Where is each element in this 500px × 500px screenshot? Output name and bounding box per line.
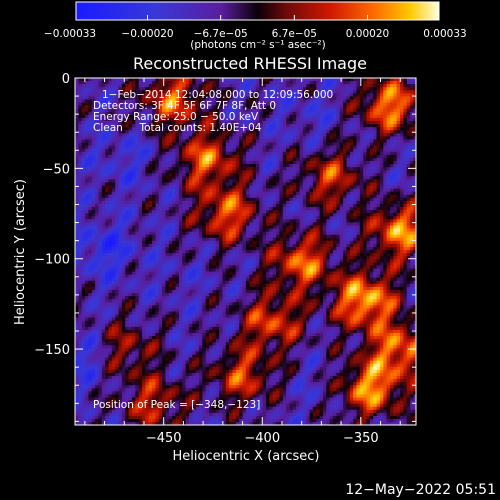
peak-position-label: Position of Peak = [−348,−123] bbox=[93, 399, 260, 411]
chart-title: Reconstructed RHESSI Image bbox=[133, 54, 367, 73]
annotation-block: 1−Feb−2014 12:04:08.000 to 12:09:56.000 … bbox=[93, 89, 333, 134]
y-tick-label: 0 bbox=[62, 72, 70, 87]
plot-frame bbox=[74, 77, 417, 426]
y-tick-label: −50 bbox=[43, 162, 70, 177]
colorbar-ticks: −0.00033 −0.00020 −6.7e−05 6.7e−05 0.00020 0.… bbox=[44, 15, 467, 40]
y-tick-label: −150 bbox=[34, 343, 70, 358]
colorbar-tick-label: 0.00020 bbox=[346, 28, 389, 40]
x-axis: −450 −400 −350 bbox=[84, 78, 401, 446]
heatmap-pixels bbox=[75, 78, 416, 425]
x-tick-label: −350 bbox=[343, 431, 379, 446]
annotation-detectors: Detectors: 3F 4F 5F 6F 7F 8F, Att 0 bbox=[93, 100, 276, 112]
generation-date: 12−May−2022 05:51 bbox=[345, 482, 496, 498]
colorbar-tick-label: 0.00033 bbox=[423, 28, 466, 40]
annotation-time-range: 1−Feb−2014 12:04:08.000 to 12:09:56.000 bbox=[102, 89, 333, 101]
colorbar bbox=[75, 1, 440, 21]
y-axis: 0 −50 −100 −150 bbox=[34, 72, 416, 422]
colorbar-unit-label: (photons cm⁻² s⁻¹ asec⁻²) bbox=[190, 39, 325, 51]
annotation-energy-range: Energy Range: 25.0 − 50.0 keV bbox=[93, 111, 259, 123]
annotation-total-counts: Clean Total counts: 1.40E+04 bbox=[93, 122, 262, 134]
colorbar-tick-label: −0.00020 bbox=[121, 28, 173, 40]
y-axis-label: Heliocentric Y (arcsec) bbox=[13, 179, 28, 325]
colorbar-tick-label: −6.7e−05 bbox=[194, 28, 248, 40]
y-tick-label: −100 bbox=[34, 253, 70, 268]
x-axis-label: Heliocentric X (arcsec) bbox=[173, 449, 320, 464]
x-tick-label: −400 bbox=[244, 431, 280, 446]
colorbar-tick-label: −0.00033 bbox=[44, 28, 96, 40]
x-tick-label: −450 bbox=[146, 431, 182, 446]
colorbar-tick-label: 6.7e−05 bbox=[272, 28, 317, 40]
